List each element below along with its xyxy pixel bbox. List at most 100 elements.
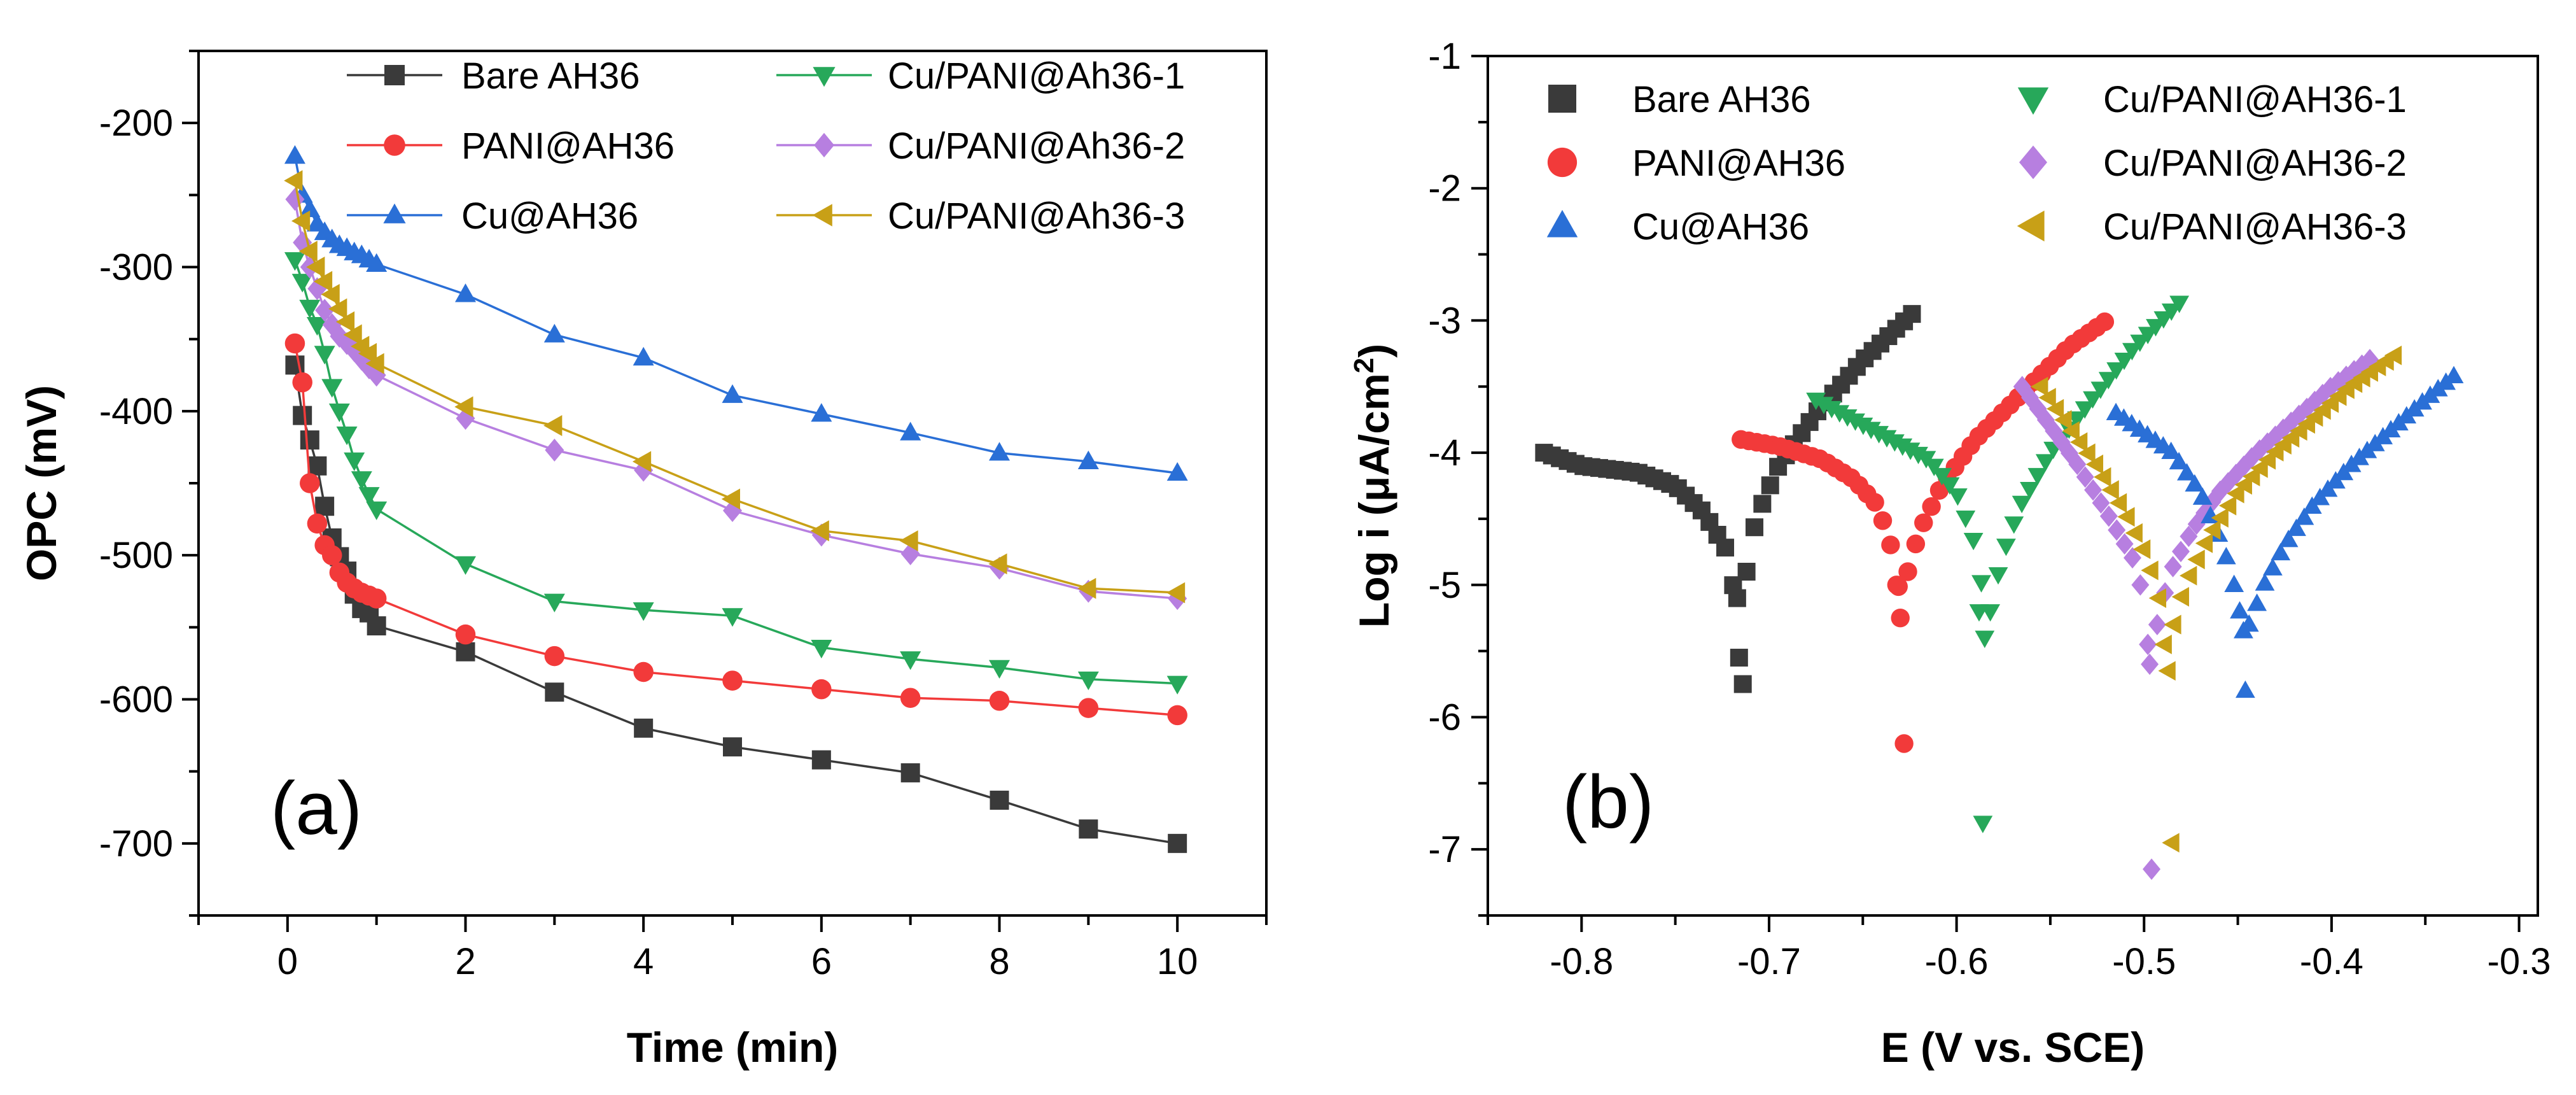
data-point	[2164, 556, 2182, 577]
y-tick-label: -7	[1428, 829, 1461, 870]
data-point	[2085, 454, 2104, 474]
legend-entry-cu-pani-ah36-2: Cu/PANI@Ah36-2	[776, 125, 1185, 167]
data-point	[2192, 487, 2213, 505]
legend-marker	[2017, 210, 2045, 242]
data-point	[2384, 345, 2402, 365]
data-point	[1077, 450, 1099, 470]
data-point	[300, 473, 320, 493]
data-point	[366, 501, 388, 520]
legend-marker	[383, 203, 406, 223]
x-tick-label: 10	[1157, 941, 1198, 982]
data-point	[315, 299, 335, 322]
series-cu-pani-ah36-2	[2013, 349, 2379, 880]
data-point	[321, 284, 340, 306]
data-point	[2172, 540, 2190, 563]
legend-marker	[2017, 87, 2049, 115]
data-point	[2234, 475, 2252, 495]
data-point	[2294, 507, 2314, 525]
data-point	[2169, 295, 2190, 313]
data-point	[298, 241, 318, 262]
data-point	[335, 311, 355, 333]
data-point	[2139, 633, 2157, 656]
data-point	[633, 661, 654, 682]
data-point	[722, 608, 743, 627]
y-tick-label: -300	[99, 247, 173, 288]
x-tick-label: -0.8	[1550, 941, 1613, 982]
x-tick-label: 2	[455, 941, 475, 982]
data-point	[1167, 705, 1187, 726]
data-point	[722, 384, 743, 403]
series-pani-ah36	[284, 333, 1187, 726]
x-tick-label: 6	[811, 941, 832, 982]
series-cu-pani-ah36-3	[2031, 345, 2402, 853]
data-point	[1761, 476, 1779, 495]
data-point	[1873, 511, 1893, 530]
data-point	[2286, 518, 2306, 536]
data-point	[900, 651, 921, 670]
data-point	[455, 624, 476, 645]
data-point	[900, 763, 920, 782]
data-point	[2180, 565, 2197, 586]
data-point	[2108, 519, 2126, 541]
data-point	[2154, 634, 2172, 654]
panel-a-x-axis-title: Time (min)	[627, 1024, 838, 1071]
data-point	[2075, 401, 2095, 419]
legend-label: Bare AH36	[461, 55, 640, 97]
panel-b-y-title-close: )	[1350, 344, 1397, 358]
data-point	[293, 406, 312, 425]
legend-marker	[1547, 147, 1578, 178]
legend-label: Cu@AH36	[1632, 206, 1809, 248]
data-point	[811, 640, 832, 659]
data-point	[2069, 432, 2088, 452]
panel-b-plot-frame	[1487, 55, 2539, 917]
data-point	[455, 556, 476, 575]
series-bare-ah36	[285, 355, 1187, 853]
data-point	[2153, 311, 2174, 329]
data-point	[2219, 472, 2237, 494]
data-point	[2255, 573, 2275, 591]
data-point	[2123, 547, 2141, 569]
data-point	[811, 403, 832, 422]
data-point	[366, 253, 388, 272]
data-point	[2117, 507, 2135, 527]
data-point	[307, 513, 328, 534]
y-tick-label: -4	[1428, 432, 1461, 474]
data-point	[2143, 858, 2161, 880]
data-point	[2169, 451, 2189, 470]
data-point	[2164, 614, 2181, 635]
data-point	[1753, 495, 1772, 513]
data-point	[2115, 533, 2134, 555]
x-tick-label: 4	[633, 941, 654, 982]
data-point	[543, 323, 565, 343]
data-point	[2036, 409, 2055, 431]
data-point	[2230, 601, 2250, 619]
x-tick-label: 0	[277, 941, 298, 982]
data-point	[2098, 372, 2118, 390]
data-point	[1168, 833, 1187, 853]
data-point	[2027, 468, 2048, 486]
x-tick-label: 8	[989, 941, 1009, 982]
data-point	[454, 396, 473, 418]
data-point	[989, 442, 1010, 461]
data-point	[1971, 575, 1991, 593]
data-point	[1865, 493, 1884, 512]
panel-b-y-title-sup: 2	[1348, 358, 1380, 373]
data-point	[300, 430, 319, 450]
data-point	[2054, 410, 2072, 430]
data-point	[1745, 518, 1763, 537]
x-tick-label: -0.6	[1925, 941, 1989, 982]
data-point	[2052, 431, 2071, 453]
data-point	[1975, 630, 1995, 648]
data-point	[722, 670, 743, 691]
data-point	[2141, 560, 2159, 581]
legend-marker	[384, 134, 405, 156]
data-point	[1737, 563, 1756, 581]
data-point	[634, 718, 654, 738]
data-point	[1963, 532, 1984, 551]
legend-entry-cu-pani-ah36-2: Cu/PANI@AH36-2	[2019, 143, 2407, 184]
data-point	[456, 642, 475, 661]
data-point	[2271, 542, 2291, 561]
data-point	[2262, 558, 2283, 576]
panel-b-tafel-chart: -0.8 -0.7 -0.6 -0.5 -0.4 -0.3 -1 -2 -3 -4 -5 -6 -7 E…	[1348, 36, 2551, 1071]
data-point	[543, 414, 563, 436]
